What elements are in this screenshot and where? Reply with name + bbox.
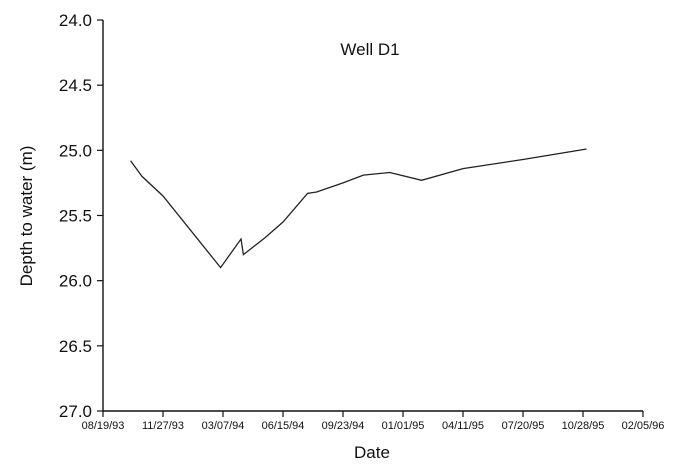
- x-tick-label: 06/15/94: [262, 420, 305, 432]
- y-tick-label: 26.0: [59, 272, 92, 291]
- y-tick-label: 25.0: [59, 141, 92, 160]
- y-tick-label: 25.5: [59, 207, 92, 226]
- y-axis-title: Depth to water (m): [17, 146, 36, 287]
- x-tick-label: 07/20/95: [502, 420, 545, 432]
- y-tick-label: 26.5: [59, 337, 92, 356]
- x-tick-label: 08/19/93: [82, 420, 125, 432]
- y-tick-label: 27.0: [59, 402, 92, 421]
- x-axis-title: Date: [354, 443, 390, 462]
- x-tick-label: 09/23/94: [322, 420, 365, 432]
- well-label: Well D1: [340, 40, 399, 59]
- plot-frame: [102, 20, 643, 412]
- x-tick-label: 10/28/95: [562, 420, 605, 432]
- y-tick-label: 24.5: [59, 76, 92, 95]
- depth-series-line: [130, 148, 587, 269]
- x-axis: 08/19/93 11/27/93 03/07/94 06/15/94 09/23/94…: [82, 411, 665, 432]
- y-axis: 24.0 24.5 25.0 25.5 26.0 26.5 27.0: [59, 11, 103, 421]
- x-tick-label: 11/27/93: [142, 420, 184, 432]
- x-tick-label: 01/01/95: [382, 420, 425, 432]
- x-tick-label: 04/11/95: [442, 420, 484, 432]
- y-tick-label: 24.0: [59, 11, 92, 30]
- x-tick-label: 02/05/96: [622, 420, 665, 432]
- series-layer: [130, 148, 587, 269]
- x-tick-label: 03/07/94: [202, 420, 245, 432]
